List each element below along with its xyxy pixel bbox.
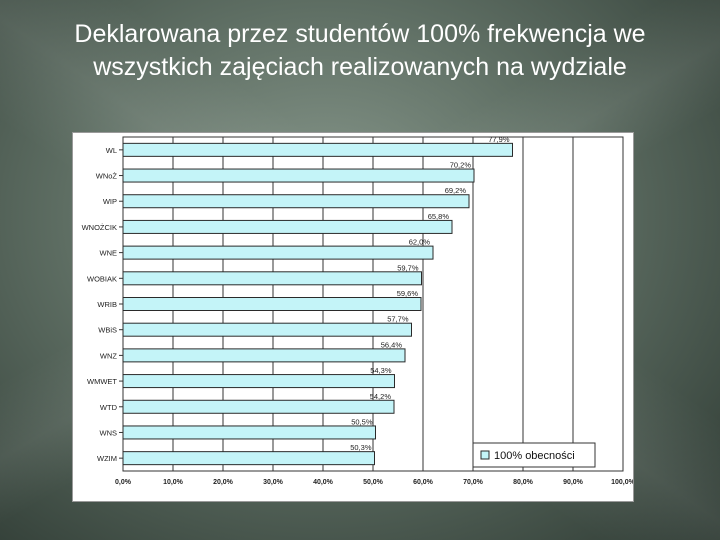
bar [122,168,475,183]
category-label: WMWET [87,377,117,386]
bar [122,142,513,157]
category-label: WNoŻ [96,172,118,181]
bar [122,297,422,311]
chart-canvas: WL 77,9% WNoŻ 70,2% WIP 69,2% WNOŻCIK 65,8% WNE 6… [82,135,633,486]
data-label: 57,7% [387,315,409,324]
x-tick-label: 0,0% [115,479,132,486]
category-label: WTD [100,403,118,412]
legend-label: 100% obecności [494,450,575,462]
x-tick-label: 20,0% [213,479,234,486]
data-label: 54,2% [370,392,392,401]
category-label: WNOŻCIK [82,223,117,232]
legend-box [472,442,596,468]
data-label: 59,6% [397,289,419,298]
data-label: 56,4% [381,340,403,349]
category-label: WBiS [98,326,117,335]
chart: WL 77,9% WNoŻ 70,2% WIP 69,2% WNOŻCIK 65,8% WNE 6… [72,132,634,502]
data-label: 70,2% [450,161,472,170]
bar [122,451,375,466]
x-tick-label: 30,0% [263,479,284,486]
category-label: WIP [103,197,117,206]
category-label: WZIM [97,454,117,463]
x-tick-label: 100,0% [611,479,633,486]
bar [122,245,434,260]
data-label: 50,5% [351,417,373,426]
data-label: 59,7% [397,263,419,272]
legend-swatch [480,450,490,460]
bar [122,399,395,414]
x-tick-label: 10,0% [163,479,184,486]
bar [122,194,470,209]
x-tick-label: 90,0% [563,479,584,486]
x-tick-label: 70,0% [463,479,484,486]
category-label: WNE [100,249,118,258]
x-tick-label: 50,0% [363,479,384,486]
data-label: 62,0% [409,238,431,247]
bar [122,348,406,363]
category-label: WRIB [97,300,117,309]
x-tick-label: 80,0% [513,479,534,486]
category-label: WNS [100,428,118,437]
category-label: WNZ [100,351,117,360]
bar [122,271,422,286]
data-label: 65,8% [428,212,450,221]
data-label: 54,3% [370,366,392,375]
data-label: 50,3% [350,443,372,452]
x-tick-label: 40,0% [313,479,334,486]
bar [122,374,395,389]
bar [122,425,376,440]
category-label: WL [106,146,117,155]
slide-title: Deklarowana przez studentów 100% frekwen… [74,20,646,81]
data-label: 77,9% [488,135,510,144]
category-label: WOBIAK [87,274,117,283]
bar [122,322,412,337]
data-label: 69,2% [445,186,467,195]
x-tick-label: 60,0% [413,479,434,486]
bar [122,219,453,234]
